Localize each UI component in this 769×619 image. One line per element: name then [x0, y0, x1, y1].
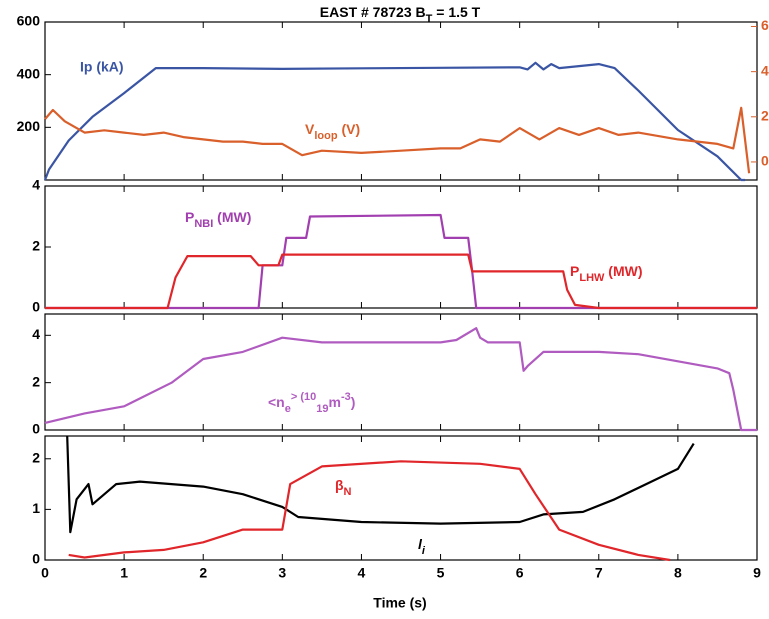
- x-tick-label: 7: [595, 565, 603, 581]
- series-label: PLHW (MW): [570, 263, 642, 284]
- axes-frame: [44, 435, 758, 561]
- series-line: [68, 460, 671, 562]
- x-tick-label: 6: [516, 565, 524, 581]
- label-part: (V): [338, 121, 361, 137]
- y-tick-label: 0: [32, 299, 40, 315]
- label-part: β: [335, 477, 344, 493]
- label-part: -3: [341, 391, 351, 403]
- y-tick-label: 600: [17, 13, 41, 29]
- y-tick-label: 2: [32, 238, 40, 254]
- y-tick-label: 400: [17, 65, 41, 81]
- y2-tick-label: 4: [761, 62, 769, 78]
- series-line: [44, 327, 757, 432]
- label-part: e: [285, 403, 291, 415]
- series-line: [44, 106, 751, 174]
- series-label: li: [418, 536, 426, 557]
- axes-frame: [44, 185, 758, 309]
- y-tick-label: 200: [17, 118, 41, 134]
- series-label: Vloop (V): [305, 121, 360, 142]
- label-part: 19: [316, 403, 328, 415]
- x-tick-label: 9: [753, 565, 761, 581]
- label-part: NBI: [194, 218, 213, 230]
- series-label: <ne> (1019m-3): [268, 391, 355, 415]
- label-part: LHW: [579, 272, 605, 284]
- label-part: > (10: [291, 391, 316, 403]
- label-part: T: [426, 13, 433, 25]
- x-tick-label: 2: [199, 565, 207, 581]
- series-line: [66, 435, 695, 534]
- y-tick-label: 4: [32, 177, 40, 193]
- y-tick-label: 0: [32, 421, 40, 437]
- label-part: (MW): [604, 263, 642, 279]
- chart-title: EAST # 78723 BT = 1.5 T: [320, 4, 481, 25]
- x-tick-label: 5: [437, 565, 445, 581]
- y-tick-label: 2: [32, 373, 40, 389]
- series-label: Ip (kA): [80, 59, 124, 75]
- x-axis-label: Time (s): [373, 595, 426, 611]
- label-part: N: [344, 486, 352, 498]
- y2-tick-label: 0: [761, 153, 769, 169]
- y-tick-label: 4: [32, 326, 40, 342]
- y-tick-label: 1: [32, 500, 40, 516]
- axes-frame: [44, 21, 758, 181]
- label-part: l: [418, 536, 423, 552]
- label-part: EAST # 78723 B: [320, 4, 426, 20]
- series-line: [45, 213, 757, 310]
- label-part: (MW): [213, 209, 251, 225]
- x-tick-label: 1: [120, 565, 128, 581]
- label-part: loop: [314, 130, 337, 142]
- x-tick-label: 0: [41, 565, 49, 581]
- label-part: <n: [268, 394, 285, 410]
- y2-tick-label: 2: [761, 108, 769, 124]
- label-part: = 1.5 T: [432, 4, 480, 20]
- y-tick-label: 2: [32, 449, 40, 465]
- x-tick-label: 4: [358, 565, 366, 581]
- label-part: P: [185, 209, 194, 225]
- axes-frame: [44, 313, 758, 431]
- x-tick-label: 8: [674, 565, 682, 581]
- label-part: V: [305, 121, 315, 137]
- series-line: [45, 253, 757, 310]
- x-tick-label: 3: [278, 565, 286, 581]
- series-label: βN: [335, 477, 352, 498]
- label-part: P: [570, 263, 579, 279]
- label-part: ): [351, 394, 356, 410]
- y2-tick-label: 6: [761, 17, 769, 33]
- series-line: [43, 61, 746, 182]
- y-tick-label: 0: [32, 551, 40, 567]
- series-label: PNBI (MW): [185, 209, 251, 230]
- label-part: i: [422, 545, 426, 557]
- label-part: m: [329, 394, 341, 410]
